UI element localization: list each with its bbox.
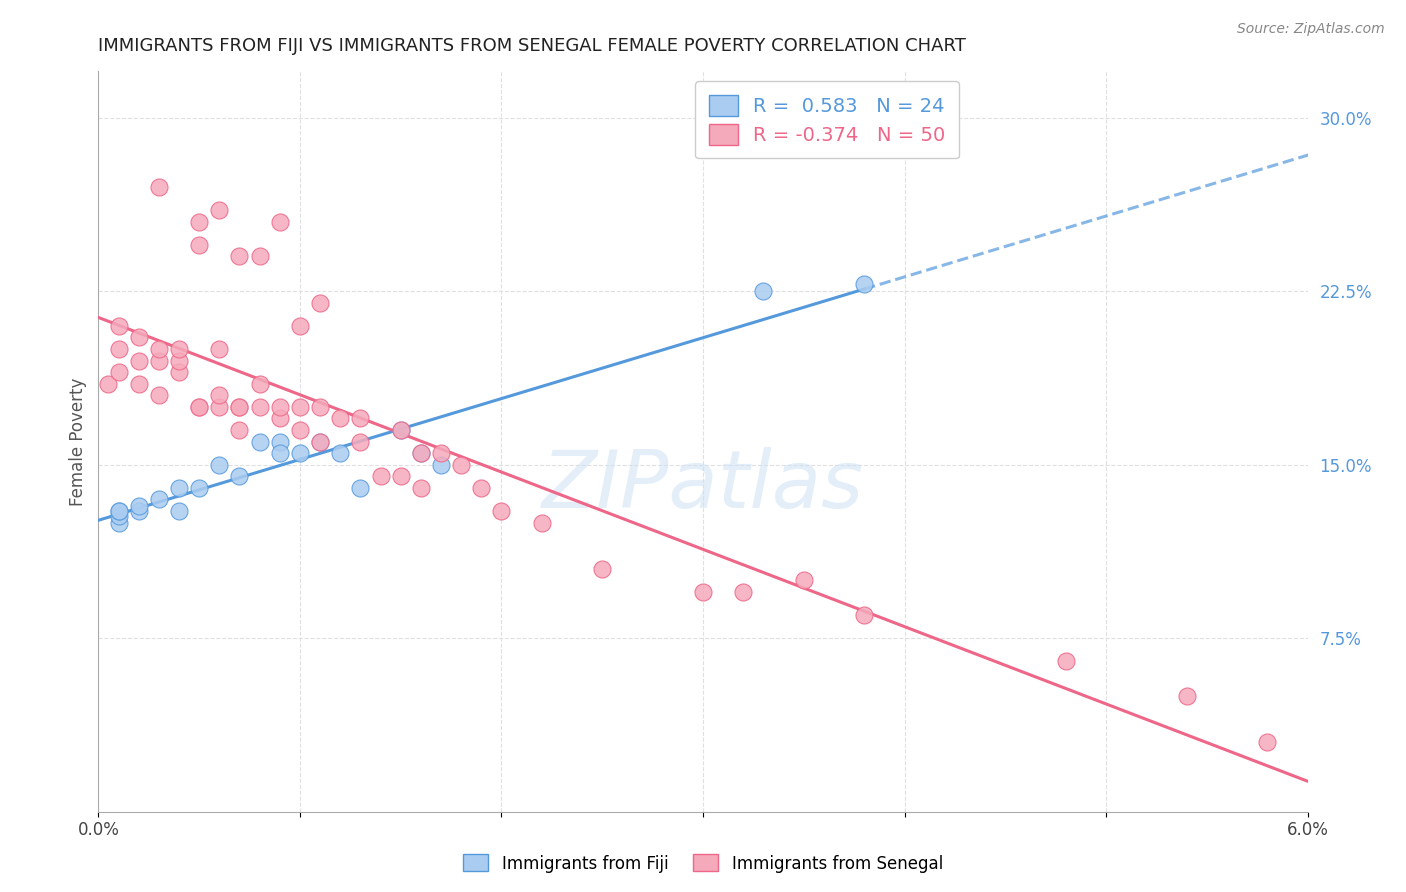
Text: ZIPatlas: ZIPatlas (541, 447, 865, 525)
Point (107, 516, 129, 530)
Point (288, 400, 311, 414)
Point (389, 423, 412, 437)
Point (430, 458, 453, 472)
Point (530, 516, 553, 530)
Point (269, 215, 291, 229)
Point (409, 481, 432, 495)
Point (309, 400, 332, 414)
Point (167, 365, 190, 379)
Point (470, 481, 492, 495)
Point (107, 504, 129, 518)
Point (1054, 654, 1077, 668)
Point (148, 180, 170, 194)
Point (228, 250, 250, 264)
Point (853, 608, 876, 623)
Point (853, 277, 876, 292)
Point (269, 446, 291, 460)
Point (370, 469, 392, 483)
Point (591, 562, 613, 576)
Point (733, 585, 755, 599)
Point (148, 342, 170, 356)
Point (450, 458, 472, 472)
Point (208, 342, 231, 356)
Point (1256, 735, 1278, 749)
Point (188, 238, 211, 252)
Point (228, 469, 250, 483)
Point (107, 342, 129, 356)
Point (188, 400, 211, 414)
Point (148, 492, 170, 507)
Point (309, 434, 332, 449)
Point (269, 434, 291, 449)
Point (249, 376, 271, 391)
Point (430, 446, 453, 460)
Y-axis label: Female Poverty: Female Poverty (69, 377, 87, 506)
Point (228, 400, 250, 414)
Point (128, 353, 150, 368)
Point (188, 400, 211, 414)
Point (349, 434, 371, 449)
Point (228, 423, 250, 437)
Point (793, 574, 815, 588)
Point (329, 446, 352, 460)
Point (349, 411, 371, 425)
Point (167, 504, 190, 518)
Point (389, 469, 412, 483)
Point (269, 411, 291, 425)
Point (329, 411, 352, 425)
Legend: R =  0.583   N = 24, R = -0.374   N = 50: R = 0.583 N = 24, R = -0.374 N = 50 (695, 81, 959, 159)
Point (128, 376, 150, 391)
Point (167, 481, 190, 495)
Point (269, 400, 291, 414)
Point (228, 400, 250, 414)
Point (288, 318, 311, 333)
Point (249, 400, 271, 414)
Point (208, 203, 231, 218)
Point (389, 423, 412, 437)
Point (409, 446, 432, 460)
Point (128, 504, 150, 518)
Point (752, 284, 775, 298)
Point (188, 215, 211, 229)
Point (107, 504, 129, 518)
Point (148, 388, 170, 402)
Point (249, 434, 271, 449)
Point (167, 353, 190, 368)
Point (167, 342, 190, 356)
Text: IMMIGRANTS FROM FIJI VS IMMIGRANTS FROM SENEGAL FEMALE POVERTY CORRELATION CHART: IMMIGRANTS FROM FIJI VS IMMIGRANTS FROM … (98, 37, 966, 54)
Point (288, 423, 311, 437)
Point (249, 250, 271, 264)
Legend: Immigrants from Fiji, Immigrants from Senegal: Immigrants from Fiji, Immigrants from Se… (457, 847, 949, 880)
Point (208, 400, 231, 414)
Point (188, 481, 211, 495)
Point (349, 481, 371, 495)
Point (128, 330, 150, 344)
Point (107, 365, 129, 379)
Point (208, 388, 231, 402)
Point (692, 585, 714, 599)
Point (148, 353, 170, 368)
Point (97, 376, 120, 391)
Point (309, 295, 332, 310)
Point (1175, 689, 1198, 703)
Point (409, 446, 432, 460)
Point (288, 446, 311, 460)
Point (107, 508, 129, 523)
Point (309, 434, 332, 449)
Point (491, 504, 513, 518)
Point (128, 500, 150, 514)
Point (208, 458, 231, 472)
Text: Source: ZipAtlas.com: Source: ZipAtlas.com (1237, 22, 1385, 37)
Point (107, 318, 129, 333)
